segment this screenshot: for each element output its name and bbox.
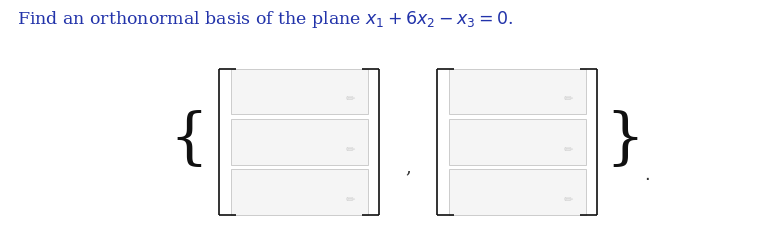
Bar <box>231 170 368 215</box>
Bar <box>450 120 586 165</box>
Bar <box>450 69 586 115</box>
Text: Find an orthonormal basis of the plane $x_1 + 6x_2 - x_3 = 0$.: Find an orthonormal basis of the plane $… <box>17 9 513 30</box>
Text: {: { <box>169 110 208 170</box>
Bar <box>231 120 368 165</box>
Bar <box>231 69 368 115</box>
Text: ✏: ✏ <box>346 144 355 154</box>
Text: .: . <box>644 166 650 184</box>
Text: ,: , <box>406 158 411 176</box>
Text: ✏: ✏ <box>346 194 355 204</box>
Text: ✏: ✏ <box>346 94 355 104</box>
Text: ✏: ✏ <box>564 194 573 204</box>
Bar <box>450 170 586 215</box>
Text: ✏: ✏ <box>564 144 573 154</box>
Text: }: } <box>605 110 644 170</box>
Text: ✏: ✏ <box>564 94 573 104</box>
